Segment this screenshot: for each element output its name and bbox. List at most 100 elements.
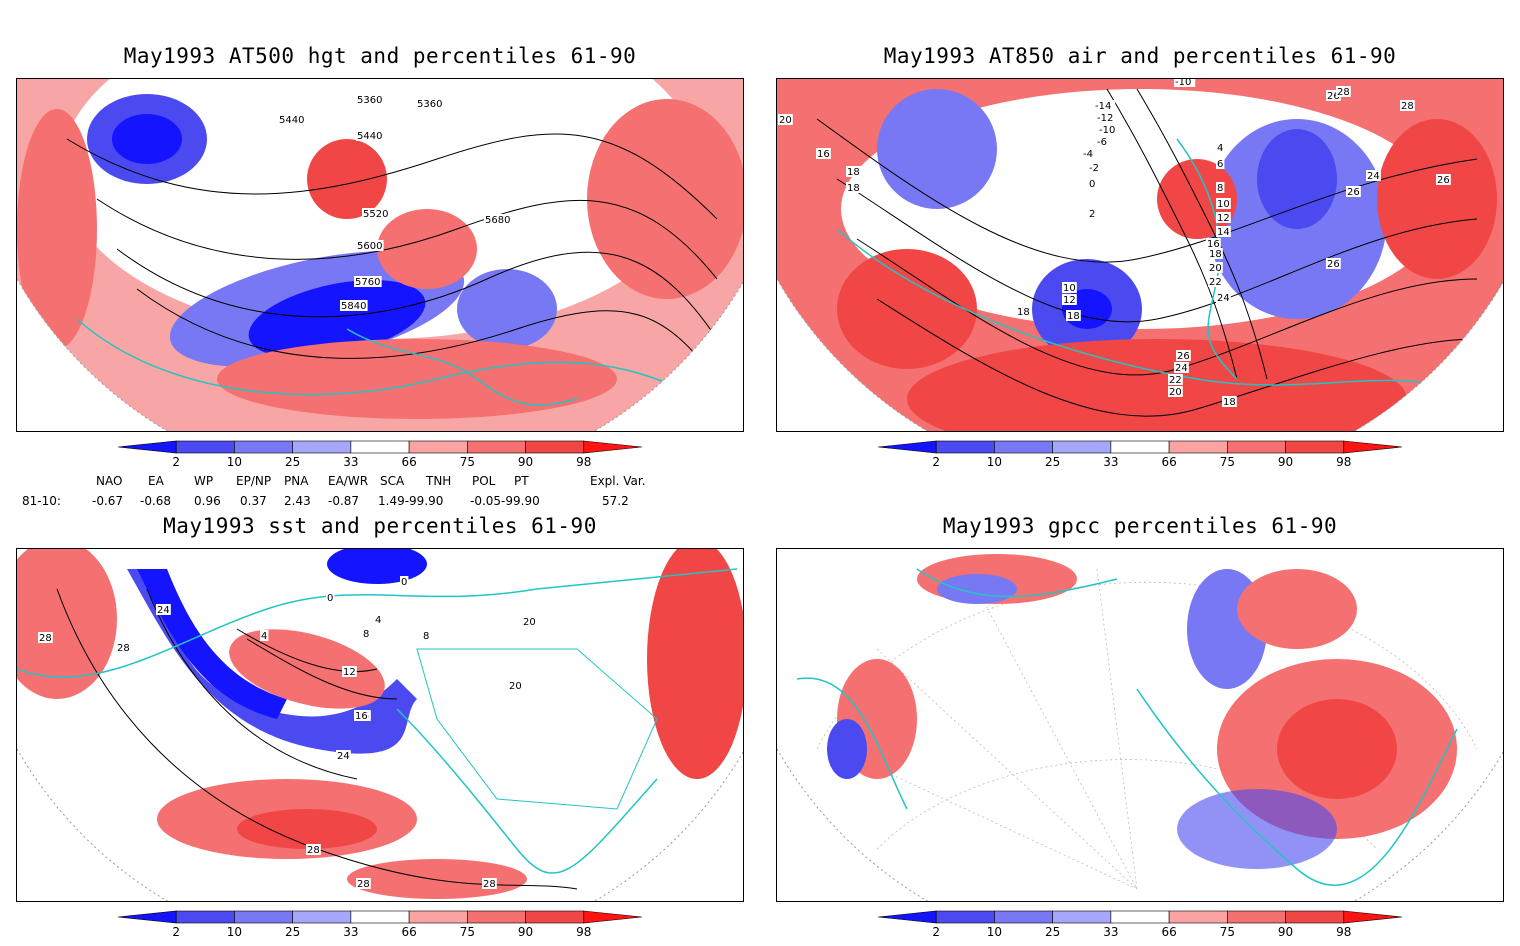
colorbar-tick-label: 98	[1336, 925, 1352, 939]
colorbar-tick-label: 75	[459, 455, 475, 469]
map-air850-svg: 20161818-10-14-12-10-6-4-202468101214161…	[777, 79, 1503, 431]
contour-label-bg	[1346, 186, 1361, 197]
colorbar-swatch	[292, 910, 352, 924]
colorbar-bottom-left: 2 10 25 33 66 75 90 98	[118, 910, 642, 946]
contour-label-bg	[1088, 162, 1103, 173]
colorbar-tick-label: 2	[932, 455, 941, 469]
tele-value: 2.43	[284, 494, 311, 508]
contour-label: 5760	[355, 277, 380, 288]
contour-label: 4	[375, 615, 381, 626]
colorbar-swatch	[1052, 440, 1112, 454]
colorbar-tick-label: 2	[172, 455, 181, 469]
contour-label: 0	[327, 593, 333, 604]
contour-label-bg	[1208, 276, 1223, 287]
colorbar-swatch	[994, 910, 1053, 924]
contour-label-bg	[340, 300, 368, 311]
contour-label: 12	[1217, 213, 1230, 224]
contour-label: 26	[1327, 91, 1340, 102]
tele-value: 1.49-99.90	[378, 494, 444, 508]
contour-label-bg	[846, 182, 861, 193]
contour-label-bg	[278, 114, 306, 125]
contour-label: 22	[1169, 375, 1182, 386]
contour-label: 16	[1207, 239, 1220, 250]
colorbar-swatch	[118, 440, 177, 454]
contour-label: 24	[337, 751, 350, 762]
colorbar-tick-label: 90	[1277, 925, 1294, 939]
map-gpcc-svg	[777, 549, 1503, 901]
tele-header: PNA	[284, 474, 309, 488]
tele-value: 0.37	[240, 494, 267, 508]
tele-value: -0.05-99.90	[470, 494, 540, 508]
contour-label: -6	[1097, 137, 1107, 148]
colorbar-swatches	[878, 440, 1402, 454]
colorbar-tick-label: 25	[1045, 925, 1061, 939]
contour-label-bg	[362, 208, 390, 219]
colorbar-swatch	[1285, 440, 1345, 454]
contour-label-bg	[484, 214, 512, 225]
contour-label-bg	[1216, 226, 1231, 237]
colorbar-swatch	[1052, 910, 1112, 924]
contour-label-bg	[306, 844, 321, 855]
contour-label: 8	[423, 631, 429, 642]
map-panel-gpcc	[776, 548, 1504, 902]
contour-label-bg	[1216, 212, 1231, 223]
tele-value: -0.87	[328, 494, 360, 508]
contour-label-bg	[1096, 136, 1111, 147]
contour-label-bg	[482, 878, 497, 889]
colorbar-tick-label: 2	[172, 925, 181, 939]
colorbar-swatch	[1285, 910, 1345, 924]
contour-label: 14	[1217, 227, 1230, 238]
contour-label-bg	[1088, 178, 1097, 189]
colorbar-swatch	[1168, 910, 1228, 924]
colorbar-tick-label: 10	[226, 925, 243, 939]
contour-label-bg	[1208, 262, 1223, 273]
colorbar-tick-label: 98	[1336, 455, 1352, 469]
contour-label: 18	[847, 167, 860, 178]
colorbar-swatch	[1227, 910, 1286, 924]
colorbar-tick-label: 66	[1161, 455, 1177, 469]
colorbar-swatch	[935, 440, 995, 454]
contour-label-bg	[1062, 282, 1077, 293]
contour-label: 5840	[341, 301, 366, 312]
panel-title-bottom-left: May1993 sst and percentiles 61-90	[163, 514, 597, 538]
colorbar-tick-label: 66	[1161, 925, 1177, 939]
contour-label-bg	[1174, 79, 1196, 87]
panel-title-bottom-right: May1993 gpcc percentiles 61-90	[942, 514, 1338, 538]
contour-label-bg	[1216, 142, 1225, 153]
contour-label-bg	[336, 750, 351, 761]
colorbar-swatch	[878, 910, 937, 924]
colorbar-swatch	[1110, 910, 1170, 924]
colorbar-tick-label: 75	[1219, 925, 1235, 939]
contour-label: 5360	[417, 99, 442, 110]
contour-label: 28	[1337, 87, 1350, 98]
contour-label-bg	[1326, 258, 1341, 269]
contour-label: 5440	[357, 131, 382, 142]
tele-header: EA/WR	[328, 474, 369, 488]
contour-label-bg	[326, 592, 335, 603]
colorbar-top-left: 2 10 25 33 66 75 90 98	[118, 440, 642, 476]
contour-label-bg	[374, 614, 383, 625]
contour-label: 0	[1089, 179, 1095, 190]
contour-label: 20	[1169, 387, 1182, 398]
contour-label-bg	[38, 632, 53, 643]
contour-label-bg	[354, 710, 369, 721]
contour-label-bg	[816, 148, 831, 159]
panel-title-top-left: May1993 AT500 hgt and percentiles 61-90	[123, 44, 637, 68]
contour-label-bg	[356, 94, 384, 105]
contour-label-bg	[1082, 148, 1097, 159]
contour-label: 4	[261, 631, 267, 642]
contour-label: 26	[1347, 187, 1360, 198]
colorbar-tick-label: 10	[986, 925, 1003, 939]
contour-label-bg	[422, 630, 431, 641]
colorbar-tick-label: 33	[343, 455, 359, 469]
tele-header: PT	[514, 474, 529, 488]
contour-label: 16	[817, 149, 830, 160]
contour-label-bg	[1206, 238, 1221, 249]
contour-label: 2	[1089, 209, 1095, 220]
contour-label: 24	[157, 605, 170, 616]
contour-label: 26	[1327, 259, 1340, 270]
colorbar-tick-label: 90	[517, 925, 534, 939]
contour-label: 20	[1209, 263, 1222, 274]
map-panel-hgt500: 5440 5360 5360 5440 5520 5600 5680 5760 5840	[16, 78, 744, 432]
map-panel-air850: 20 16 18 18 -10 -14 -12 -10 -6 -4 -2 0 2 4 6 8 10 12 14 16 1…	[776, 78, 1504, 432]
